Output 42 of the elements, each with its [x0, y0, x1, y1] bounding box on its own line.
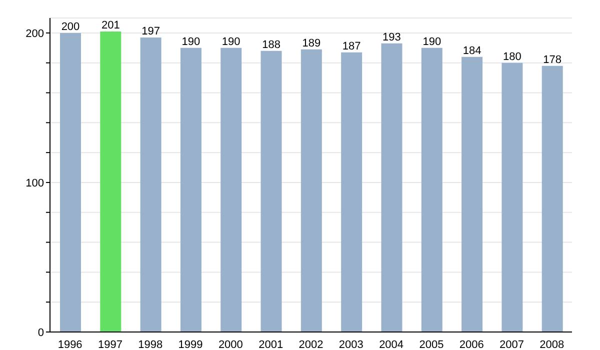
- data-label: 184: [462, 44, 482, 57]
- y-tick-label: 200: [26, 28, 44, 40]
- data-label: 180: [503, 50, 522, 63]
- y-tick-label: 100: [26, 177, 44, 190]
- x-tick-label: 2002: [298, 338, 324, 350]
- data-label: 197: [142, 25, 160, 38]
- data-label: 187: [342, 40, 361, 52]
- bar: [180, 48, 202, 332]
- x-tick-label: 2000: [218, 338, 243, 350]
- x-tick-label: 2007: [500, 338, 524, 350]
- bar: [220, 48, 242, 332]
- x-tick-label: 1998: [138, 338, 163, 350]
- data-label: 200: [61, 20, 80, 33]
- x-tick-label: 1997: [98, 338, 122, 350]
- bar: [260, 50, 282, 332]
- x-tick-label: 2003: [338, 338, 364, 350]
- x-tick-label: 1999: [178, 338, 203, 350]
- data-label: 188: [262, 38, 280, 51]
- bar: [381, 43, 402, 332]
- data-label: 178: [543, 54, 562, 66]
- bar: [60, 32, 81, 332]
- data-label: 190: [422, 36, 442, 48]
- bar: [100, 31, 122, 332]
- x-tick-label: 2001: [258, 338, 284, 350]
- x-tick-label: 1996: [58, 338, 82, 350]
- x-tick-label: 2006: [459, 338, 484, 350]
- data-label: 190: [222, 36, 240, 48]
- bar: [462, 56, 483, 332]
- x-tick-label: 2005: [419, 338, 444, 350]
- y-tick-label: 0: [38, 326, 44, 339]
- bar: [341, 52, 362, 332]
- data-label: 201: [101, 19, 120, 32]
- data-label: 193: [382, 31, 401, 44]
- bar: [542, 66, 563, 332]
- bar: [140, 37, 162, 332]
- data-label: 190: [182, 36, 200, 48]
- data-label: 189: [302, 37, 321, 50]
- x-tick-label: 2008: [540, 338, 564, 350]
- bar: [300, 49, 322, 332]
- x-tick-label: 2004: [379, 338, 404, 350]
- bar: [421, 48, 442, 332]
- bar: [502, 62, 523, 332]
